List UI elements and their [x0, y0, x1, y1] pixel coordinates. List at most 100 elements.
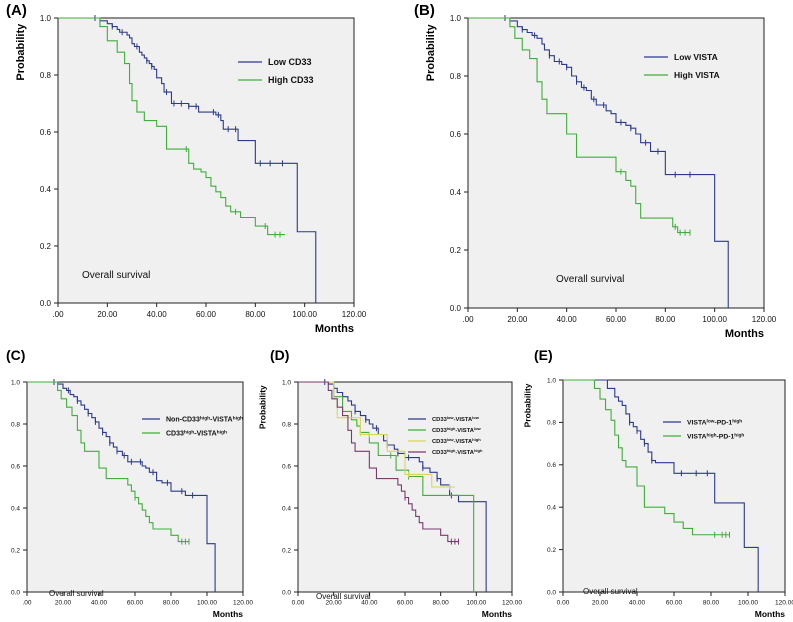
x-tick-label: 40.00 [91, 600, 108, 607]
chart-panel-b: (B) 0.0 0.2 0.4 0.6 0.8 1.0 .00 20.00 40.00 60.00… [410, 0, 793, 345]
series-cd33high-vistalow-legend-label: CD33high-VISTAlow [432, 426, 482, 435]
y-tick-label: 0.0 [450, 304, 462, 313]
series-vistahigh-pd-1high-line [563, 379, 730, 536]
x-axis-label: Months [725, 328, 764, 340]
panel-label-b: (B) [414, 2, 435, 19]
y-tick-label: 0.8 [40, 71, 52, 80]
plot-area [57, 17, 355, 304]
series-vistahigh-pd-1high-legend-label: VISTAhigh-PD-1high [687, 432, 744, 441]
legend-text-part: -VISTA [194, 430, 216, 437]
y-tick-label: 0.6 [282, 463, 291, 470]
panel-label-e: (E) [534, 347, 553, 363]
series-vistalow-pd-1high-line [563, 379, 759, 592]
km-plot-d: 0.0 0.2 0.4 0.6 0.8 1.0 0.00 20.00 40.00 60.00 80.… [258, 379, 522, 619]
x-tick-label: .00 [22, 600, 31, 607]
x-tick-label: 0.00 [292, 600, 305, 607]
legend-superscript: low [447, 437, 455, 442]
panel-label-c: (C) [6, 347, 26, 363]
km-plot-a: 0.0 0.2 0.4 0.6 0.8 1.0 .00 20.00 40.00 60.00 80.0… [15, 14, 367, 335]
legend-superscript: high [474, 448, 483, 453]
x-tick-label: 20.00 [592, 600, 609, 607]
y-tick-label: 0.4 [11, 505, 20, 512]
legend-superscript: high [447, 426, 456, 431]
legend-superscript: high [447, 448, 456, 453]
x-tick-label: 80.00 [163, 600, 180, 607]
x-tick-label: 40.00 [361, 600, 378, 607]
x-tick-label: 60.00 [606, 315, 627, 324]
y-tick-label: 0.2 [547, 547, 556, 554]
legend-superscript: low [447, 415, 455, 420]
legend-superscript: high [200, 415, 210, 421]
y-tick-label: 0.0 [282, 589, 291, 596]
x-axis-label: Months [213, 609, 243, 619]
y-tick-label: 0.0 [40, 299, 52, 308]
x-tick-label: 80.00 [433, 600, 450, 607]
x-tick-label: 100.00 [292, 310, 317, 319]
x-tick-label: 100.00 [197, 600, 217, 607]
plot-area [562, 379, 786, 593]
legend-text-part: CD33 [432, 417, 448, 423]
x-tick-label: 20.00 [55, 600, 72, 607]
y-tick-label: 0.2 [450, 246, 462, 255]
series-cd33low-vistalow-line [298, 381, 487, 592]
legend-superscript: high [734, 432, 744, 438]
x-tick-label: 40.00 [629, 600, 646, 607]
km-plot-c: 0.0 0.2 0.4 0.6 0.8 1.0 .00 20.00 40.00 60.00 80.0… [11, 379, 253, 619]
y-axis-label: Probability [258, 385, 268, 429]
legend-text-part: Low CD33 [268, 57, 312, 67]
overall-survival-annotation: Overall survival [82, 270, 150, 281]
x-tick-label: 100.00 [702, 315, 727, 324]
x-tick-label: 60.00 [666, 600, 683, 607]
legend-text-part: -VISTA [210, 416, 232, 423]
overall-survival-annotation: Overall survival [49, 589, 104, 598]
legend-text-part: Non-CD33 [166, 416, 200, 423]
legend-text-part: -VISTA [455, 428, 474, 434]
series-cd33high-vistahigh-line [27, 381, 189, 543]
panel-label-d: (D) [270, 347, 290, 363]
series-high-cd33-legend-label: High CD33 [268, 75, 314, 85]
y-tick-label: 1.0 [40, 14, 52, 23]
legend-superscript: high [472, 437, 481, 442]
legend-text-part: CD33 [432, 450, 448, 456]
y-tick-label: 0.6 [11, 463, 20, 470]
legend-superscript: low [474, 426, 482, 431]
y-tick-label: 0.0 [11, 589, 20, 596]
y-tick-label: 0.2 [40, 242, 52, 251]
series-high-cd33-line [58, 17, 285, 236]
series-cd33high-vistahigh-legend-label: CD33high-VISTAhigh [432, 448, 483, 457]
legend-text-part: -VISTA [454, 417, 473, 423]
y-tick-label: 1.0 [11, 379, 20, 386]
x-tick-label: 120.00 [502, 600, 522, 607]
legend-superscript: low [707, 418, 715, 424]
legend-text-part: -PD-1 [717, 433, 735, 440]
x-tick-label: 120.00 [342, 310, 367, 319]
y-tick-label: 0.8 [282, 421, 291, 428]
legend-text-part: CD33 [432, 439, 448, 445]
x-tick-label: 60.00 [196, 310, 217, 319]
series-high-vista-legend-label: High VISTA [674, 70, 720, 80]
chart-panel-d: (D) 0.0 0.2 0.4 0.6 0.8 1.0 0.00 20.00 40.00 60.0… [258, 345, 528, 622]
x-tick-label: 0.00 [557, 600, 570, 607]
series-vistalow-pd-1high-legend-label: VISTAlow-PD-1high [687, 418, 742, 427]
x-tick-label: 100.00 [738, 600, 758, 607]
x-tick-label: 80.00 [703, 600, 720, 607]
y-tick-label: 0.2 [282, 547, 291, 554]
x-tick-label: 20.00 [326, 600, 343, 607]
x-tick-label: 40.00 [147, 310, 168, 319]
y-tick-label: 0.4 [282, 505, 291, 512]
x-tick-label: 120.00 [775, 600, 793, 607]
y-tick-label: 0.6 [450, 130, 462, 139]
series-cd33high-vistalow-line [298, 381, 475, 592]
x-tick-label: 120.00 [752, 315, 777, 324]
y-axis-label: Probability [425, 23, 437, 81]
y-tick-label: 0.8 [450, 72, 462, 81]
chart-panel-e: (E) 0.0 0.2 0.4 0.6 0.8 1.0 0.00 20.00 40.00 60.0… [523, 345, 793, 622]
series-cd33low-vistalow-legend-label: CD33low-VISTAlow [432, 415, 480, 424]
x-tick-label: 60.00 [127, 600, 144, 607]
y-tick-label: 0.4 [450, 188, 462, 197]
y-tick-label: 1.0 [282, 379, 291, 386]
y-tick-label: 0.8 [11, 421, 20, 428]
x-tick-label: 100.00 [466, 600, 486, 607]
series-non-cd33high-vistahigh-line [27, 381, 216, 592]
x-tick-label: .00 [462, 315, 474, 324]
